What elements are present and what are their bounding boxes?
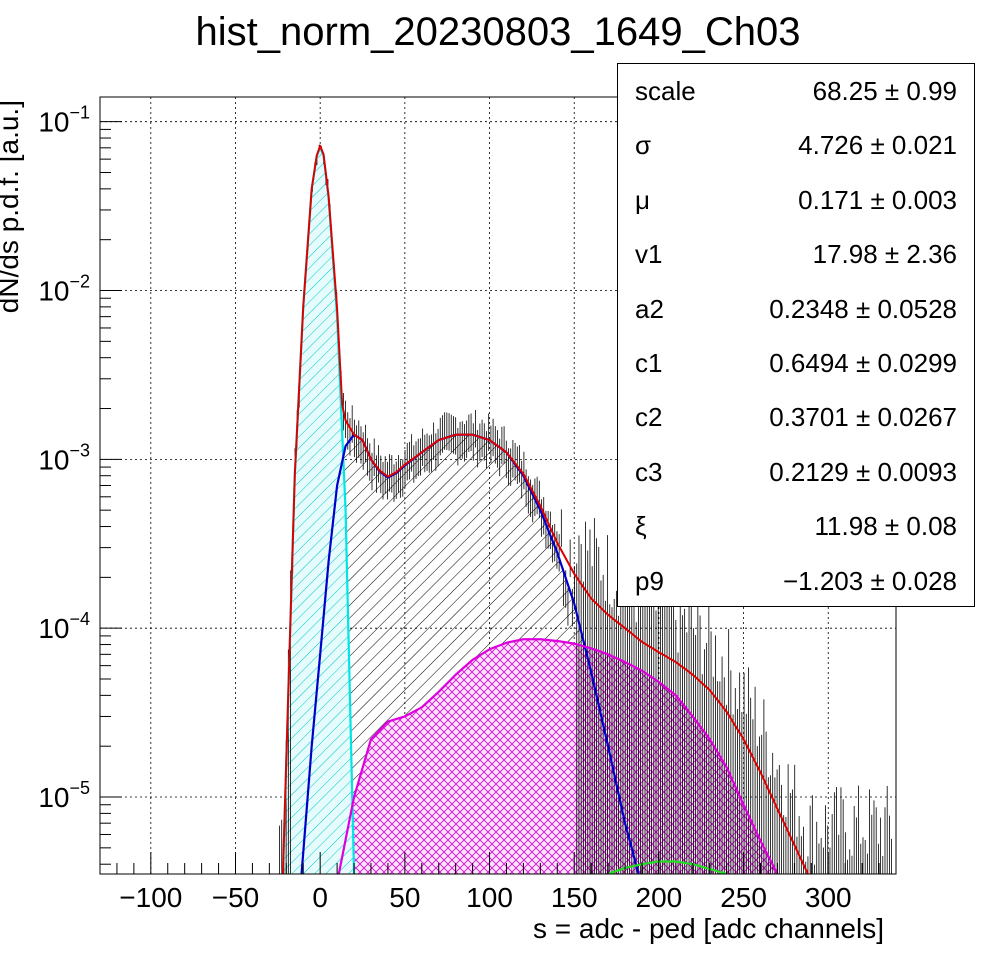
x-tick-label: 250 <box>720 882 767 913</box>
stats-param-value: 17.98 ± 2.36 <box>812 239 957 270</box>
x-tick-label: 100 <box>466 882 513 913</box>
x-tick-label: −100 <box>119 882 182 913</box>
series-3-curve <box>607 860 727 874</box>
stats-param-name: c2 <box>635 402 663 433</box>
y-axis-label: dN/ds p.d.f. [a.u.] <box>0 100 24 313</box>
x-tick-label: 200 <box>636 882 683 913</box>
stats-param-value: 0.6494 ± 0.0299 <box>769 348 957 378</box>
stats-row: σ 4.726 ± 0.021 <box>618 118 974 172</box>
magenta-component-fill <box>338 639 778 874</box>
y-tick-label: 10−2 <box>38 272 90 307</box>
series-4-curve <box>281 144 809 874</box>
stats-row: μ 0.171 ± 0.003 <box>618 173 974 227</box>
x-tick-label: 0 <box>312 882 328 913</box>
stats-row: ξ 11.98 ± 0.08 <box>618 499 974 553</box>
stats-row: c2 0.3701 ± 0.0267 <box>618 390 974 444</box>
stats-param-name: c3 <box>635 456 663 487</box>
stats-param-value: 0.2129 ± 0.0093 <box>769 456 957 487</box>
x-tick-label: 150 <box>551 882 598 913</box>
stats-param-name: scale <box>635 76 696 106</box>
stats-param-name: μ <box>635 184 650 215</box>
y-tick-label: 10−5 <box>38 778 90 813</box>
stats-param-name: a2 <box>635 293 664 324</box>
series-2-curve <box>337 638 779 874</box>
fit-stats-box: scale 68.25 ± 0.99 σ 4.726 ± 0.021 μ 0.171 ± … <box>617 63 975 607</box>
stats-param-value: 0.3701 ± 0.0267 <box>769 402 957 433</box>
x-tick-label: 300 <box>805 882 852 913</box>
stats-param-value: −1.203 ± 0.028 <box>782 565 957 596</box>
histogram-data <box>279 144 892 874</box>
stats-param-value: 4.726 ± 0.021 <box>798 130 957 161</box>
chart-title: hist_norm_20230803_1649_Ch03 <box>195 10 801 54</box>
stats-param-value: 68.25 ± 0.99 <box>812 76 957 106</box>
component-fills <box>282 147 778 874</box>
stats-row: scale 68.25 ± 0.99 <box>618 64 974 118</box>
y-tick-label: 10−1 <box>38 103 90 138</box>
stats-param-name: c1 <box>635 348 663 378</box>
x-axis-label: s = adc - ped [adc channels] <box>533 913 884 944</box>
y-tick-label: 10−3 <box>38 440 90 475</box>
stats-param-name: v1 <box>635 239 663 270</box>
stats-row: c3 0.2129 ± 0.0093 <box>618 445 974 499</box>
stats-row: p9 −1.203 ± 0.028 <box>618 554 974 608</box>
stats-param-value: 11.98 ± 0.08 <box>814 511 957 542</box>
stats-param-value: 0.2348 ± 0.0528 <box>769 293 957 324</box>
stats-param-value: 0.171 ± 0.003 <box>798 184 957 215</box>
stats-param-name: σ <box>635 130 652 161</box>
stats-row: v1 17.98 ± 2.36 <box>618 227 974 281</box>
stats-param-name: p9 <box>635 565 664 596</box>
y-tick-label: 10−4 <box>38 609 90 644</box>
stats-row: a2 0.2348 ± 0.0528 <box>618 282 974 336</box>
x-tick-label: −50 <box>212 882 260 913</box>
y-axis: 10−5 10−4 10−3 10−2 10−1 <box>38 103 122 865</box>
x-axis: −100 −50 0 50 100 150 200 250 300 <box>116 852 897 913</box>
stats-param-name: ξ <box>635 511 647 542</box>
stats-row: c1 0.6494 ± 0.0299 <box>618 336 974 390</box>
cyan-component-fill <box>282 147 355 874</box>
x-tick-label: 50 <box>389 882 420 913</box>
fit-curves <box>281 144 809 874</box>
